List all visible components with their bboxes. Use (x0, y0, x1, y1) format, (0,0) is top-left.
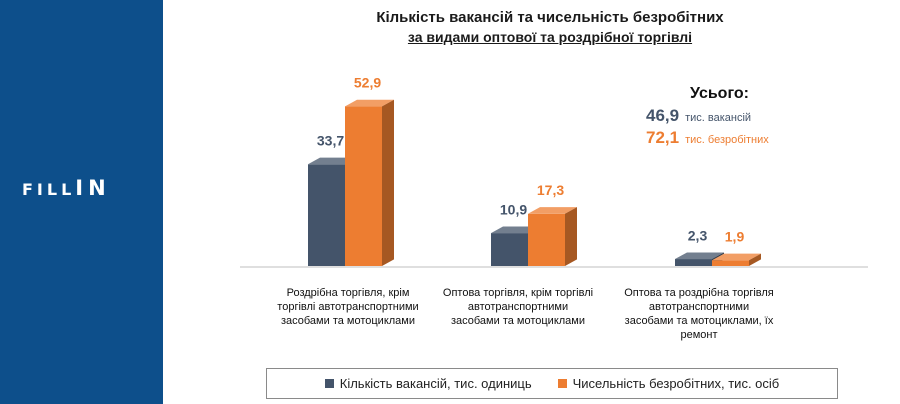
category-label-line: торгівлі автотранспортними (277, 301, 419, 313)
data-label-unemployed-0: 52,9 (354, 75, 381, 91)
bar-front (528, 213, 565, 266)
logo-text-small: FILL (22, 180, 76, 199)
totals-unemployed-value: 72,1 (646, 128, 680, 147)
bar-side (749, 253, 761, 266)
totals-vacancies-value: 46,9 (646, 106, 680, 125)
bar-top (528, 207, 577, 214)
legend-swatch-vacancies (324, 379, 334, 388)
chart-subtitle: за видами оптової та роздрібної торгівлі (407, 29, 693, 45)
bar-front (308, 164, 345, 266)
category-label-2: Оптова та роздрібна торгівля автотранспор… (614, 286, 784, 342)
bar-front (712, 260, 749, 266)
legend-item-vacancies: Кількість вакансій, тис. одиниць (324, 376, 532, 391)
data-label-vacancies-2: 2,3 (688, 227, 708, 243)
category-label-line: Оптова та роздрібна торгівля (624, 287, 774, 299)
legend-label-vacancies: Кількість вакансій, тис. одиниць (339, 376, 532, 391)
legend-swatch-unemployed (557, 379, 567, 388)
totals-unemployed-row: 72,1 тис. безробітних (646, 128, 769, 148)
legend-item-unemployed: Чисельність безробітних, тис. осіб (557, 376, 780, 391)
data-label-unemployed-1: 17,3 (537, 182, 564, 198)
category-label-line: засобами та мотоциклами (280, 315, 415, 327)
brand-logo: FILLIN (22, 176, 111, 200)
bar-front (491, 233, 528, 266)
totals-heading: Усього: (690, 85, 750, 102)
bar-top (491, 226, 540, 234)
bar-front (345, 106, 382, 266)
category-label-line: Роздрібна торгівля, крім (286, 287, 410, 299)
bar-top (345, 99, 394, 107)
legend-label-unemployed: Чисельність безробітних, тис. осіб (572, 376, 780, 391)
totals-unemployed-unit: тис. безробітних (685, 134, 769, 146)
totals-vacancies-row: 46,9 тис. вакансій (646, 106, 751, 126)
legend: Кількість вакансій, тис. одиниць Чисельн… (266, 368, 838, 399)
sidebar: FILLIN (0, 0, 163, 404)
bar-unemployed-2 (712, 253, 761, 266)
category-label-line: ремонт (680, 329, 718, 341)
bar-top (712, 253, 761, 261)
category-label-line: засобами та мотоциклами, їх (624, 315, 774, 327)
data-label-unemployed-2: 1,9 (725, 229, 745, 245)
data-label-vacancies-1: 10,9 (500, 202, 527, 218)
bar-top (675, 252, 724, 260)
category-label-line: автотранспортними (648, 301, 750, 313)
chart-title: Кількість вакансій та чисельність безроб… (376, 9, 724, 26)
bar-unemployed-1 (528, 207, 577, 266)
data-label-vacancies-0: 33,7 (317, 133, 344, 149)
bar-side (565, 207, 577, 266)
category-label-line: Оптова торгівля, крім торгівлі (442, 287, 594, 299)
logo-text-big: IN (75, 176, 111, 200)
bar-front (675, 259, 712, 266)
category-label-line: автотранспортними (467, 301, 569, 313)
bar-unemployed-0 (345, 99, 394, 266)
totals-vacancies-unit: тис. вакансій (685, 112, 752, 124)
category-label-1: Оптова торгівля, крім торгівлі автотрансп… (433, 286, 603, 328)
category-label-0: Роздрібна торгівля, крім торгівлі автотра… (263, 286, 433, 328)
bar-side (382, 99, 394, 266)
bar-top (308, 157, 357, 165)
category-label-line: засобами та мотоциклами (450, 315, 585, 327)
